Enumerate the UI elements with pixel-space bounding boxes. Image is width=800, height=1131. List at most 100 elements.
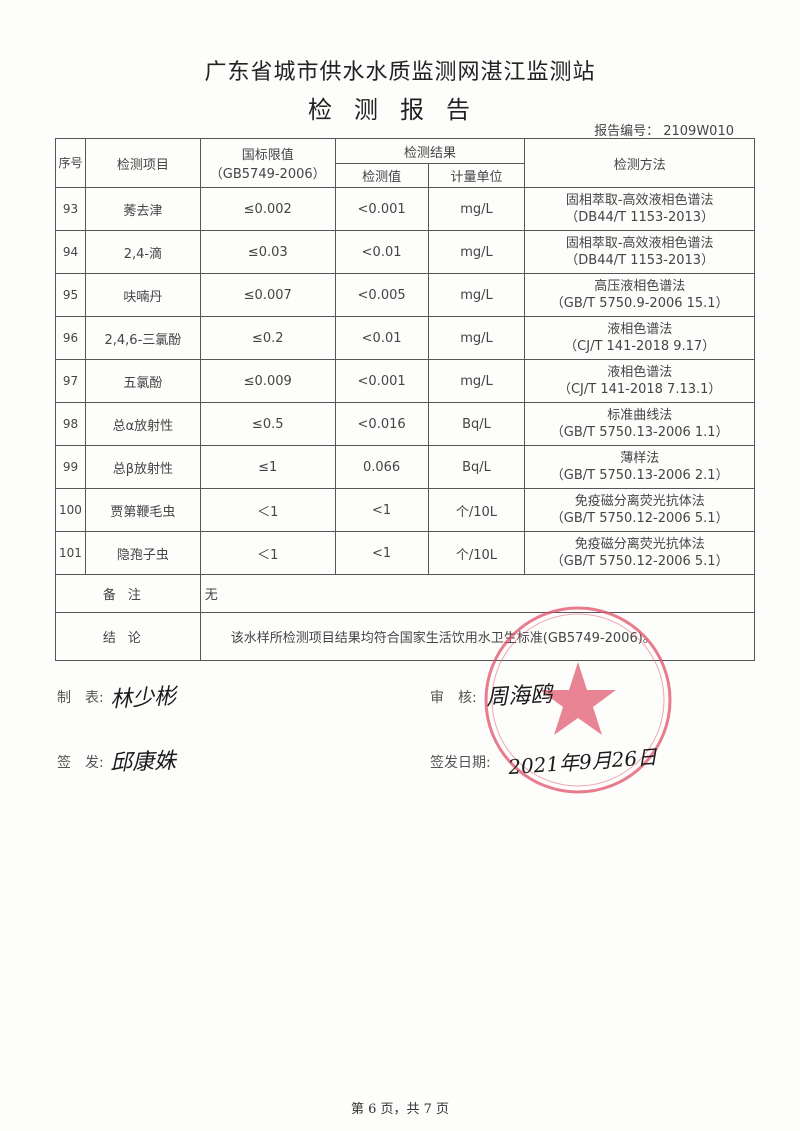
header-method: 检测方法 (524, 138, 755, 188)
row-value: <0.001 (334, 359, 429, 403)
table-row: 95 呋喃丹 ≤0.007 <0.005 mg/L 高压液相色谱法 （GB/T 5750.9… (55, 273, 755, 317)
row-method: 固相萃取-高效液相色谱法 （DB44/T 1153-2013） (524, 230, 755, 274)
row-seq: 99 (55, 445, 86, 489)
table-row: 97 五氯酚 ≤0.009 <0.001 mg/L 液相色谱法 （CJ/T 141-2018… (55, 359, 755, 403)
row-value: <0.016 (334, 402, 429, 446)
row-unit: mg/L (427, 359, 526, 403)
row-method-name: 固相萃取-高效液相色谱法 (565, 236, 714, 251)
row-unit: 个/10L (427, 488, 526, 532)
page-title: 检测报告 (308, 96, 492, 124)
row-seq: 97 (55, 359, 86, 403)
row-seq: 96 (55, 316, 86, 360)
row-limit: ≤0.002 (199, 187, 336, 231)
row-item: 贾第鞭毛虫 (84, 488, 201, 532)
table-subheader-row: 检测值 计量单位 (56, 163, 755, 188)
row-method-std: （GB/T 5750.9-2006 15.1） (550, 296, 729, 311)
results-table: 序号 检测项目 国标限值 （GB5749-2006） 检测结果 检测方法 检测值… (55, 138, 756, 661)
row-item: 2,4,6-三氯酚 (84, 316, 201, 360)
report-number: 报告编号： 2109W010 (594, 120, 734, 139)
table-row: 93 莠去津 ≤0.002 <0.001 mg/L 固相萃取-高效液相色谱法 （DB44/T… (55, 187, 755, 231)
row-limit: ≤1 (199, 445, 336, 489)
conclusion-label: 结论 (55, 612, 201, 661)
row-method-std: （GB/T 5750.13-2006 2.1） (550, 468, 729, 483)
header-seq: 序号 (55, 138, 86, 188)
row-method-std: （GB/T 5750.13-2006 1.1） (550, 425, 729, 440)
header-unit: 计量单位 (427, 163, 526, 188)
header-result: 检测结果 (334, 138, 526, 164)
row-method-name: 液相色谱法 (607, 365, 673, 380)
conclusion-row: 结论 该水样所检测项目结果均符合国家生活饮用水卫生标准(GB5749-2006)… (55, 612, 756, 661)
row-value: <0.01 (334, 316, 429, 360)
row-item: 五氯酚 (84, 359, 201, 403)
row-method-std: （DB44/T 1153-2013） (565, 210, 715, 225)
header-limit-label: 国标限值 (241, 148, 294, 163)
reviewed-by-label: 审 核: (430, 690, 477, 706)
row-unit: Bq/L (427, 445, 526, 489)
row-method-name: 免疫磁分离荧光抗体法 (574, 494, 705, 509)
row-method-name: 固相萃取-高效液相色谱法 (565, 193, 714, 208)
stamp-star-icon (540, 662, 616, 735)
row-limit: ≤0.009 (199, 359, 336, 403)
row-seq: 93 (55, 187, 86, 231)
table-row: 94 2,4-滴 ≤0.03 <0.01 mg/L 固相萃取-高效液相色谱法 （DB44/T… (55, 230, 755, 274)
row-value: 0.066 (334, 445, 429, 489)
row-seq: 101 (55, 531, 86, 575)
row-method: 液相色谱法 （CJ/T 141-2018 9.17） (524, 316, 755, 360)
row-limit: ＜1 (199, 488, 336, 532)
header-limit: 国标限值 （GB5749-2006） (199, 138, 336, 188)
row-value: <0.001 (334, 187, 429, 231)
row-unit: Bq/L (427, 402, 526, 446)
row-seq: 95 (55, 273, 86, 317)
row-method-name: 液相色谱法 (607, 322, 673, 337)
conclusion-value: 该水样所检测项目结果均符合国家生活饮用水卫生标准(GB5749-2006)。 (199, 612, 756, 661)
row-limit: ≤0.2 (199, 316, 336, 360)
row-method: 免疫磁分离荧光抗体法 （GB/T 5750.12-2006 5.1） (524, 488, 755, 532)
row-seq: 98 (55, 402, 86, 446)
row-method: 标准曲线法 （GB/T 5750.13-2006 1.1） (524, 402, 755, 446)
row-method-name: 高压液相色谱法 (594, 279, 686, 294)
header-item: 检测项目 (84, 138, 201, 188)
row-method: 薄样法 （GB/T 5750.13-2006 2.1） (524, 445, 755, 489)
row-method-name: 薄样法 (620, 451, 660, 466)
issue-date-label: 签发日期: (430, 755, 491, 771)
row-value: <1 (334, 531, 429, 575)
row-method-std: （CJ/T 141-2018 9.17） (564, 339, 716, 354)
row-item: 隐孢子虫 (84, 531, 201, 575)
header-limit-std: （GB5749-2006） (209, 167, 326, 182)
table-row: 99 总β放射性 ≤1 0.066 Bq/L 薄样法 （GB/T 5750.13-2006 … (55, 445, 755, 489)
row-method-name: 免疫磁分离荧光抗体法 (574, 537, 705, 552)
row-method: 固相萃取-高效液相色谱法 （DB44/T 1153-2013） (524, 187, 755, 231)
table-row: 96 2,4,6-三氯酚 ≤0.2 <0.01 mg/L 液相色谱法 （CJ/T 141-2… (55, 316, 755, 360)
row-limit: ≤0.5 (199, 402, 336, 446)
row-unit: mg/L (427, 316, 526, 360)
row-item: 2,4-滴 (84, 230, 201, 274)
reviewed-by-signature: 周海鸥 (485, 682, 553, 711)
row-item: 莠去津 (84, 187, 201, 231)
report-number-value: 2109W010 (663, 124, 734, 139)
row-method: 高压液相色谱法 （GB/T 5750.9-2006 15.1） (524, 273, 755, 317)
issued-by-label: 签 发: (57, 755, 104, 771)
row-method-std: （DB44/T 1153-2013） (565, 253, 715, 268)
row-limit: ≤0.03 (199, 230, 336, 274)
official-stamp (484, 606, 672, 794)
row-method-std: （GB/T 5750.12-2006 5.1） (550, 554, 729, 569)
header-value: 检测值 (334, 163, 429, 188)
table-row: 101 隐孢子虫 ＜1 <1 个/10L 免疫磁分离荧光抗体法 （GB/T 5750.12-… (55, 531, 755, 575)
row-item: 总β放射性 (84, 445, 201, 489)
report-number-label: 报告编号： (594, 124, 660, 139)
row-value: <0.01 (334, 230, 429, 274)
table-row: 100 贾第鞭毛虫 ＜1 <1 个/10L 免疫磁分离荧光抗体法 （GB/T 5750.12… (55, 488, 755, 532)
row-unit: mg/L (427, 273, 526, 317)
page-number: 第 6 页，共 7 页 (350, 1102, 450, 1117)
issued-by-signature: 邱康姝 (109, 748, 177, 777)
table-row: 98 总α放射性 ≤0.5 <0.016 Bq/L 标准曲线法 （GB/T 5750.13-… (55, 402, 755, 446)
row-seq: 100 (55, 488, 86, 532)
row-method: 液相色谱法 （CJ/T 141-2018 7.13.1） (524, 359, 755, 403)
row-method-std: （GB/T 5750.12-2006 5.1） (550, 511, 729, 526)
row-limit: ＜1 (199, 531, 336, 575)
organization-name: 广东省城市供水水质监测网湛江监测站 (204, 60, 596, 85)
prepared-by-label: 制 表: (57, 690, 104, 706)
row-method-name: 标准曲线法 (607, 408, 673, 423)
row-method-std: （CJ/T 141-2018 7.13.1） (557, 382, 722, 397)
remark-label: 备注 (55, 574, 201, 613)
